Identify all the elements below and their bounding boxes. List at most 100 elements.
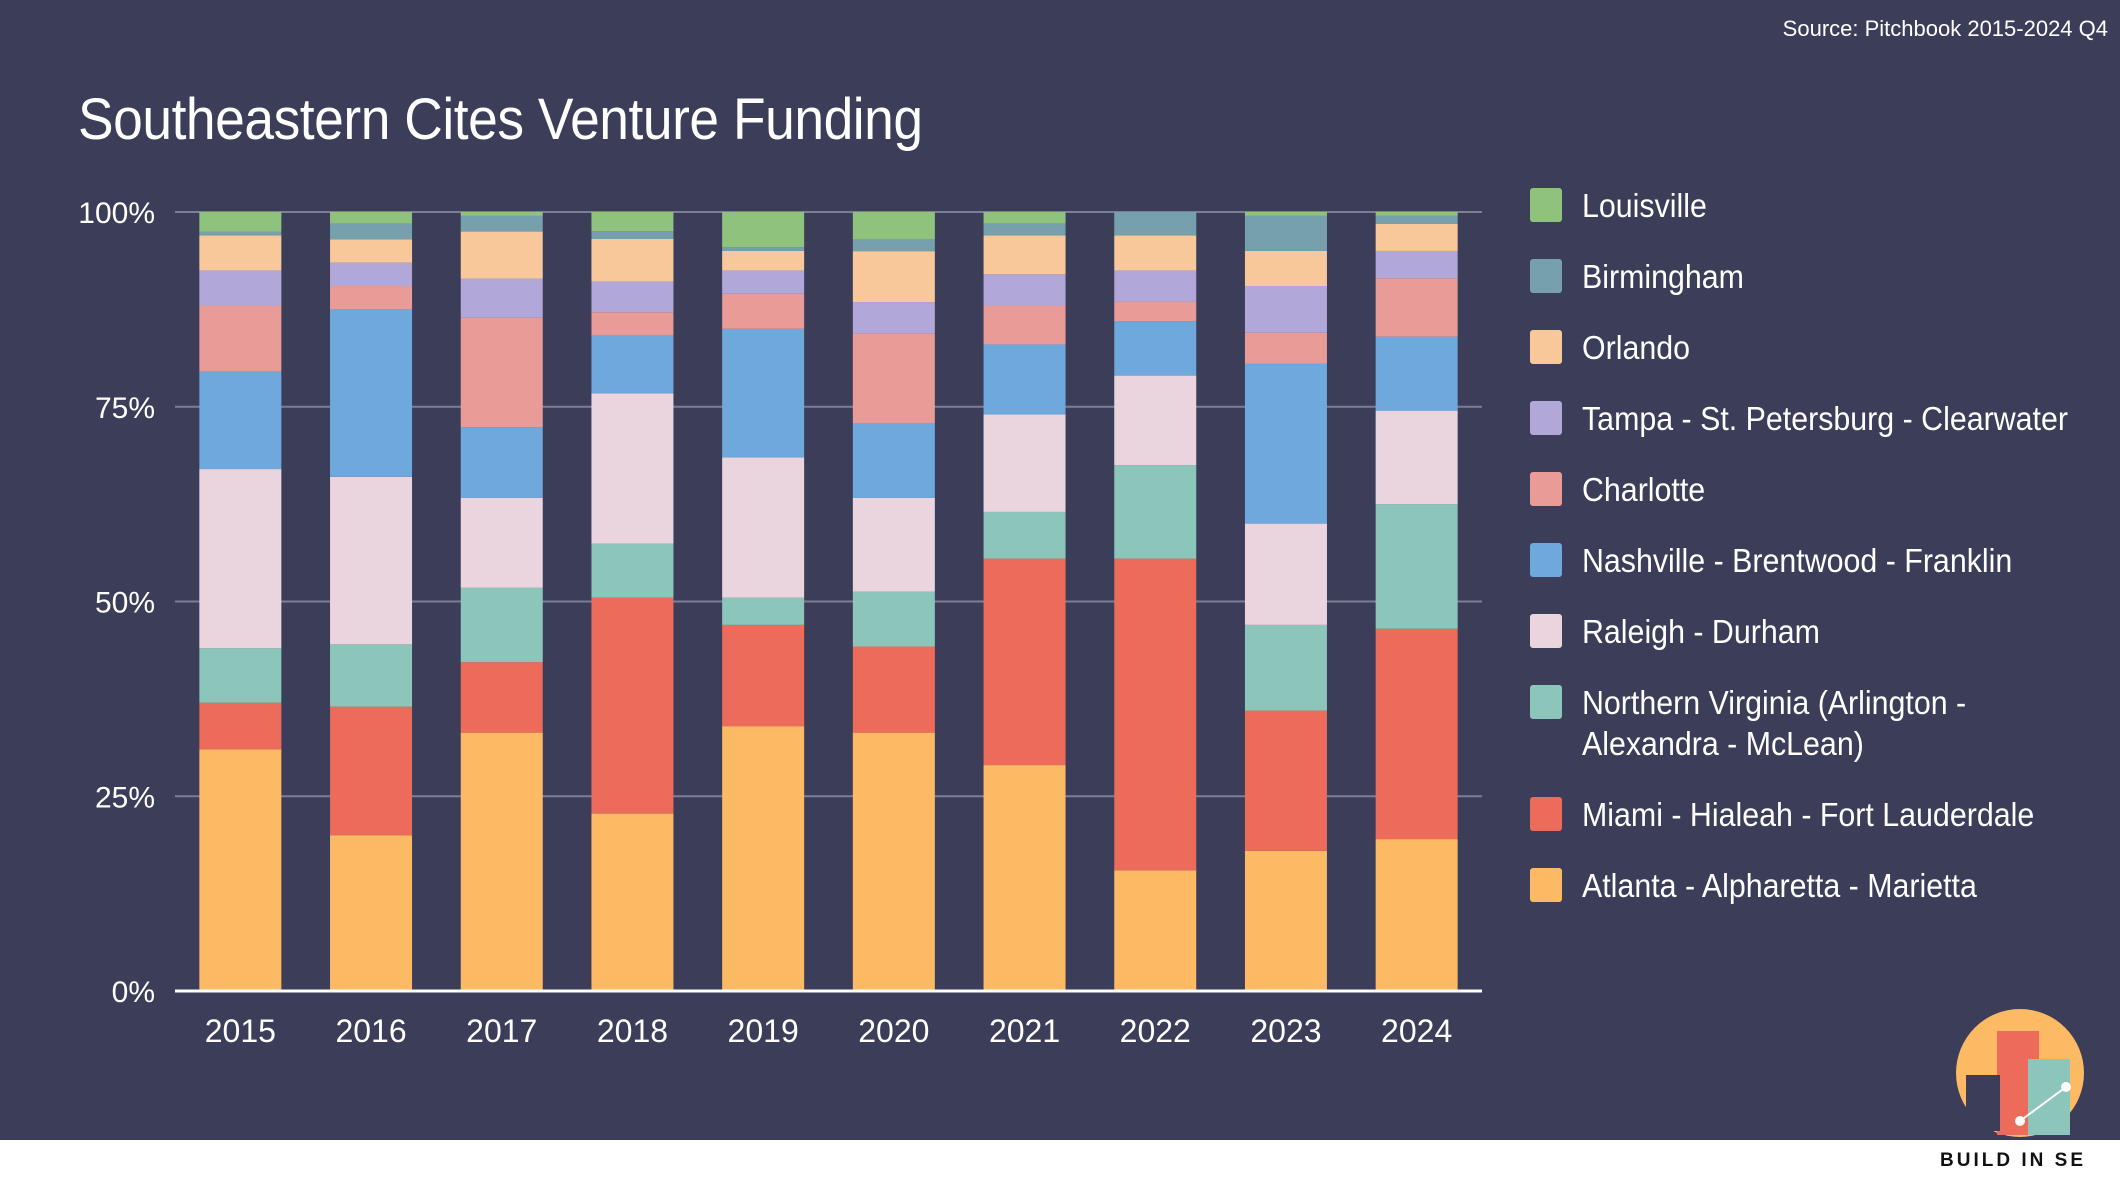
bar-segment bbox=[199, 212, 282, 232]
bar-segment bbox=[591, 212, 674, 232]
bar-segment bbox=[330, 212, 413, 224]
legend-swatch bbox=[1530, 614, 1562, 648]
legend-swatch bbox=[1530, 330, 1562, 364]
bar-segment bbox=[591, 312, 674, 336]
bar-segment bbox=[199, 749, 282, 991]
legend-label: Miami - Hialeah - Fort Lauderdale bbox=[1582, 796, 2035, 833]
bar-segment bbox=[1114, 870, 1197, 991]
bar-segment bbox=[722, 328, 805, 458]
bar-segment bbox=[852, 212, 935, 240]
stacked-bar-chart: 0% 25% 50% 75% 100% 2015 2016 2017 2018 2019 2020 2… bbox=[78, 197, 1482, 1049]
x-tick-label: 2015 bbox=[205, 1013, 276, 1049]
bar-segment bbox=[591, 231, 674, 239]
bar-segment bbox=[330, 476, 413, 645]
y-tick-label: 50% bbox=[95, 587, 155, 620]
legend-label: Charlotte bbox=[1582, 471, 1706, 508]
bar-segment bbox=[983, 511, 1066, 559]
bar-segment bbox=[852, 732, 935, 991]
x-tick-label: 2019 bbox=[728, 1013, 799, 1049]
legend-label: Atlanta - Alpharetta - Marietta bbox=[1582, 867, 1977, 904]
y-tick-label: 75% bbox=[95, 392, 155, 425]
legend-swatch bbox=[1530, 401, 1562, 435]
bar-segment bbox=[1244, 850, 1327, 991]
bar-segment bbox=[1375, 250, 1458, 279]
legend-item: Nashville - Brentwood - Franklin bbox=[1530, 542, 2112, 581]
bar-segment bbox=[983, 414, 1066, 512]
legend-swatch bbox=[1530, 188, 1562, 222]
legend-swatch bbox=[1530, 472, 1562, 506]
bar-segment bbox=[1375, 212, 1458, 216]
bar-segment bbox=[1114, 321, 1197, 376]
bar-segment bbox=[330, 835, 413, 991]
legend-item: Miami - Hialeah - Fort Lauderdale bbox=[1530, 796, 2112, 835]
bar-segment bbox=[1244, 363, 1327, 524]
bar-segment bbox=[852, 646, 935, 733]
footer-band bbox=[0, 1140, 2120, 1188]
legend-label: Raleigh - Durham bbox=[1582, 613, 1820, 650]
bar-segment bbox=[852, 302, 935, 334]
bar-segment bbox=[591, 543, 674, 598]
bar-segment bbox=[983, 344, 1066, 415]
bar-segment bbox=[983, 305, 1066, 345]
bar-segment bbox=[591, 813, 674, 991]
bar-segment bbox=[1375, 410, 1458, 505]
bar-segment bbox=[1244, 624, 1327, 711]
legend-item: Orlando bbox=[1530, 329, 2112, 368]
bar-segment bbox=[1114, 235, 1197, 271]
legend-item: Louisville bbox=[1530, 187, 2112, 226]
y-tick-label: 100% bbox=[78, 197, 155, 230]
bar-segment bbox=[460, 317, 543, 428]
bar-segment bbox=[591, 597, 674, 814]
bar-segment bbox=[330, 262, 413, 287]
bar-segment bbox=[199, 270, 282, 306]
bar-segment bbox=[852, 591, 935, 647]
legend-item: Atlanta - Alpharetta - Marietta bbox=[1530, 867, 2112, 906]
legend-swatch bbox=[1530, 543, 1562, 577]
bar-segment bbox=[460, 215, 543, 232]
bar-segment bbox=[983, 765, 1066, 991]
legend-label: Nashville - Brentwood - Franklin bbox=[1582, 542, 2013, 579]
bar-segment bbox=[722, 597, 805, 625]
y-tick-label: 0% bbox=[112, 976, 155, 1009]
bar-segment bbox=[1375, 336, 1458, 411]
legend-swatch bbox=[1530, 868, 1562, 902]
bar-segment bbox=[722, 457, 805, 598]
legend-swatch bbox=[1530, 685, 1562, 719]
bar-segment bbox=[1114, 465, 1197, 559]
bar-segment bbox=[1114, 558, 1197, 871]
y-tick-label: 25% bbox=[95, 781, 155, 814]
bar-segment bbox=[591, 393, 674, 544]
bar-segment bbox=[330, 223, 413, 240]
bar-segment bbox=[1244, 523, 1327, 625]
bar-segment bbox=[1375, 215, 1458, 224]
bar-segment bbox=[1375, 504, 1458, 629]
legend-item: Northern Virginia (Arlington - Alexandra… bbox=[1530, 684, 2112, 764]
bar-segment bbox=[1244, 250, 1327, 287]
bar-segment bbox=[983, 235, 1066, 275]
source-note: Source: Pitchbook 2015-2024 Q4 bbox=[1782, 16, 2108, 41]
bar-segment bbox=[460, 662, 543, 733]
bar-segment bbox=[330, 286, 413, 310]
bar-segment bbox=[1114, 212, 1197, 236]
bar-segment bbox=[591, 281, 674, 313]
brand-name: BUILD IN SE bbox=[1940, 1150, 2086, 1171]
legend-label: Birmingham bbox=[1582, 258, 1744, 295]
bar-segment bbox=[199, 371, 282, 470]
bar-segment bbox=[1244, 710, 1327, 851]
legend-item: Tampa - St. Petersburg - Clearwater bbox=[1530, 400, 2112, 439]
bar-segment bbox=[722, 270, 805, 294]
x-tick-label: 2017 bbox=[466, 1013, 537, 1049]
bar-segment bbox=[1244, 212, 1327, 216]
bar-segment bbox=[852, 239, 935, 252]
bar-segment bbox=[1375, 628, 1458, 840]
bar-segment bbox=[722, 726, 805, 991]
bar-segment bbox=[1114, 270, 1197, 302]
bar-segment bbox=[1375, 223, 1458, 251]
legend-item: Raleigh - Durham bbox=[1530, 613, 2112, 652]
bar-segment bbox=[591, 238, 674, 282]
legend-swatch bbox=[1530, 797, 1562, 831]
bar-segment bbox=[460, 212, 543, 216]
bar-segment bbox=[722, 293, 805, 329]
legend-label: Tampa - St. Petersburg - Clearwater bbox=[1582, 400, 2068, 437]
bar-segment bbox=[1244, 286, 1327, 333]
